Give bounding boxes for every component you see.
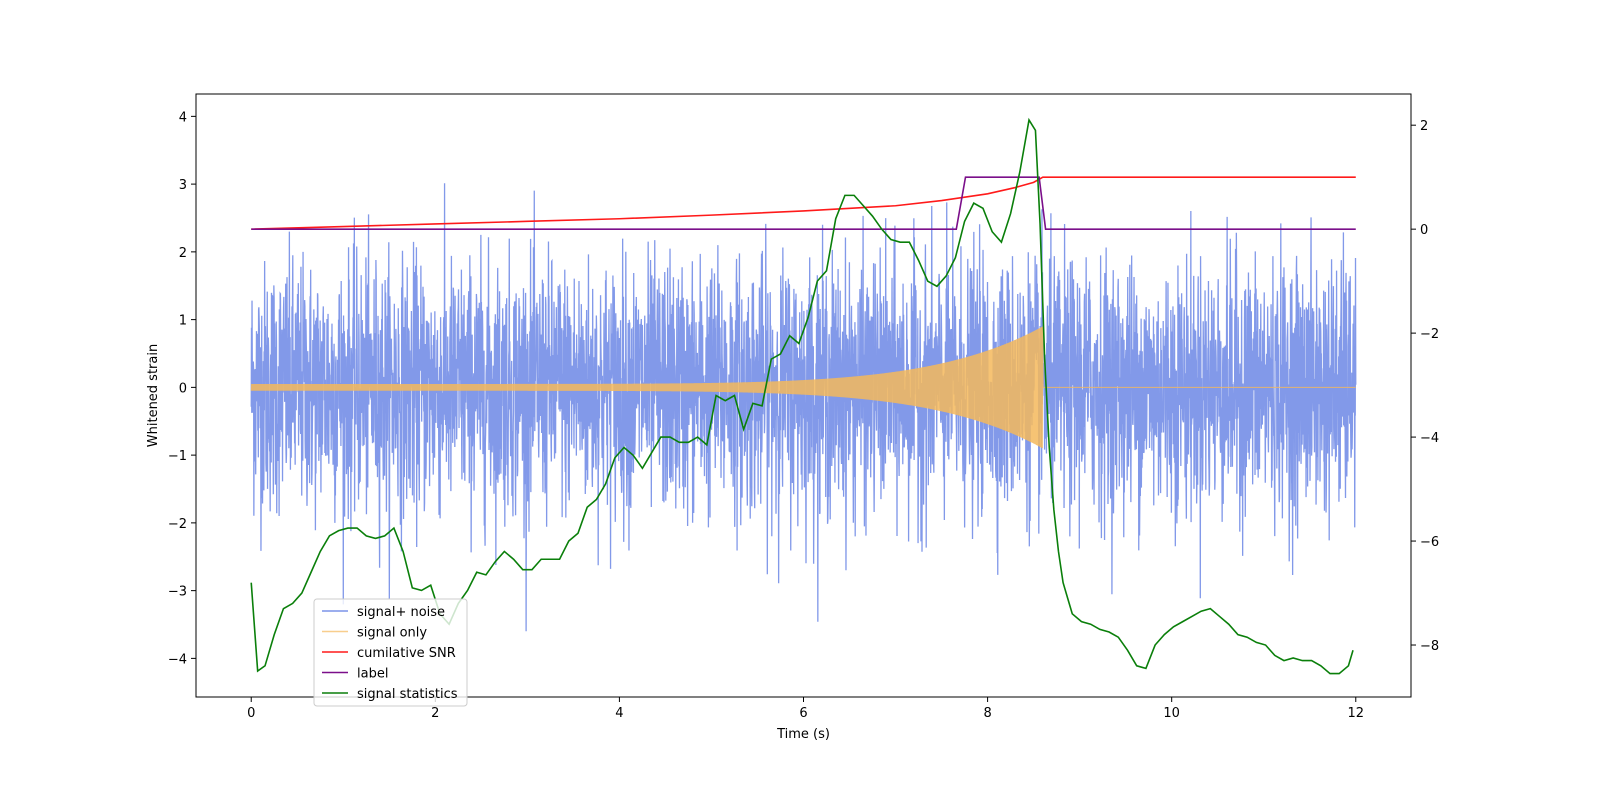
- y-tick-label: −1: [168, 449, 187, 464]
- x-tick-label: 2: [431, 706, 439, 721]
- y2-tick-label: 2: [1420, 119, 1428, 134]
- y-tick-label: −3: [168, 585, 187, 600]
- legend-label: signal statistics: [357, 687, 458, 702]
- y2-tick-label: −2: [1420, 327, 1439, 342]
- legend-label: signal only: [357, 626, 427, 641]
- plot-area: [250, 117, 1357, 675]
- legend: signal+ noise signal only cumilative SNR la…: [313, 598, 468, 707]
- x-axis-label: Time (s): [776, 727, 830, 742]
- legend-box: [313, 598, 468, 707]
- y2-tick-label: −8: [1420, 639, 1439, 654]
- y-axis-left: −4 −3 −2 −1 0 1 2 3 4: [168, 110, 196, 667]
- x-tick-label: 10: [1163, 706, 1180, 721]
- y-axis-right: −8 −6 −4 −2 0 2: [1411, 119, 1439, 654]
- x-tick-label: 8: [983, 706, 991, 721]
- y-tick-label: −4: [168, 652, 187, 667]
- y-tick-label: 2: [179, 246, 187, 261]
- y-tick-label: −2: [168, 517, 187, 532]
- series-cumilative-snr: [251, 176, 1356, 230]
- y-tick-label: 0: [179, 381, 187, 396]
- y-tick-label: 3: [179, 178, 187, 193]
- series-label: [251, 176, 1356, 230]
- x-tick-label: 6: [799, 706, 807, 721]
- y-axis-label: Whitened strain: [146, 344, 161, 447]
- x-tick-label: 0: [247, 706, 255, 721]
- legend-label: signal+ noise: [357, 605, 445, 620]
- y2-tick-label: −4: [1420, 431, 1439, 446]
- series-signal-only: [250, 326, 1356, 449]
- legend-label: label: [357, 667, 388, 682]
- x-tick-label: 12: [1347, 706, 1364, 721]
- y-tick-label: 1: [179, 314, 187, 329]
- legend-label: cumilative SNR: [357, 646, 456, 661]
- x-tick-label: 4: [615, 706, 623, 721]
- y2-tick-label: 0: [1420, 223, 1428, 238]
- y2-tick-label: −6: [1420, 535, 1439, 550]
- series-signal-noise: [250, 183, 1357, 632]
- y-tick-label: 4: [179, 110, 187, 125]
